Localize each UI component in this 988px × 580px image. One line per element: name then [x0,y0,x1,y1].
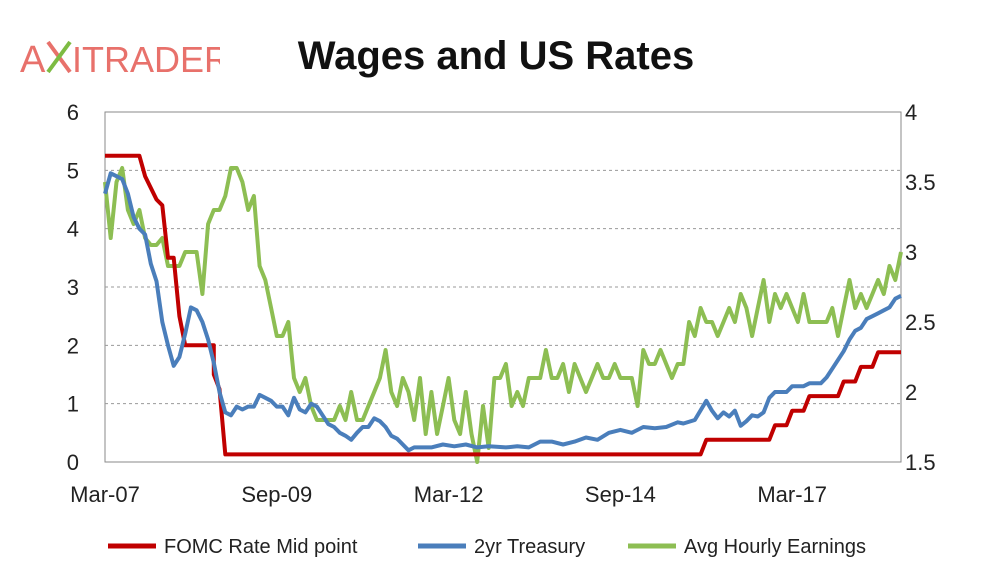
x-tick-label-0: Mar-07 [70,482,140,507]
legend: FOMC Rate Mid point 2yr Treasury Avg Hourl… [108,536,866,558]
left-tick-label-2: 2 [67,333,79,358]
left-tick-label-4: 4 [67,217,79,242]
logo-letter-a: A [20,39,46,81]
legend-label-1: 2yr Treasury [474,536,585,558]
right-tick-label-1: 2 [905,380,917,405]
logo-wordmark: ITRADER [72,39,220,80]
axitrader-logo: A ITRADER [20,34,230,89]
legend-label-2: Avg Hourly Earnings [684,536,866,558]
series-line-0 [105,153,901,457]
left-tick-label-0: 0 [67,450,79,475]
series-line-1 [103,171,902,453]
logo-x-mark [46,40,72,74]
left-tick-label-6: 6 [67,100,79,125]
x-tick-label-4: Mar-17 [757,482,827,507]
x-tick-label-3: Sep-14 [585,482,656,507]
left-tick-label-3: 3 [67,275,79,300]
left-tick-label-1: 1 [67,392,79,417]
legend-label-0: FOMC Rate Mid point [164,536,358,558]
left-axis-ticks: 0 1 2 3 4 5 6 [67,100,79,475]
right-tick-label-0: 1.5 [905,450,936,475]
right-axis-ticks: 1.5 2 2.5 3 3.5 4 [905,100,936,475]
left-tick-label-5: 5 [67,158,79,183]
right-tick-label-2: 2.5 [905,310,936,335]
chart-title: Wages and US Rates [297,34,695,78]
right-tick-label-3: 3 [905,240,917,265]
x-axis-ticks: Mar-07 Sep-09 Mar-12 Sep-14 Mar-17 [70,482,827,507]
x-tick-label-1: Sep-09 [241,482,312,507]
x-tick-label-2: Mar-12 [414,482,484,507]
series-line-2 [103,166,903,464]
right-tick-label-5: 4 [905,100,917,125]
right-tick-label-4: 3.5 [905,170,936,195]
series-lines [103,153,903,464]
